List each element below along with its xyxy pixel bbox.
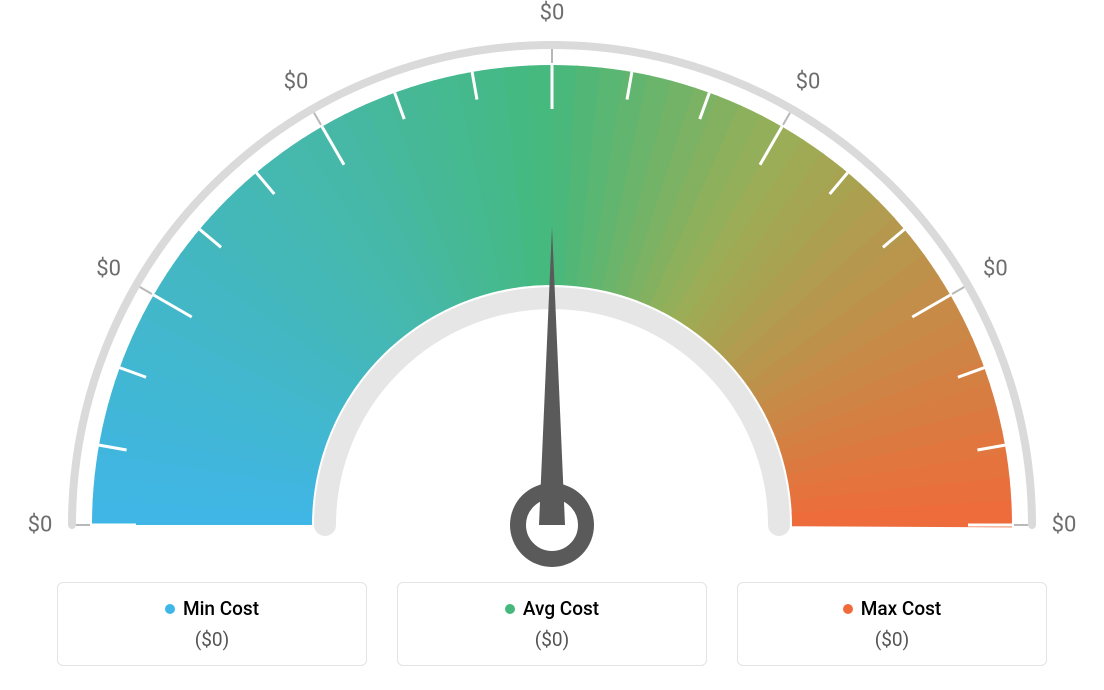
legend-dot-max <box>843 604 853 614</box>
legend-label-min: Min Cost <box>183 597 259 620</box>
legend-label-avg: Avg Cost <box>523 597 599 620</box>
gauge-tick-label: $0 <box>284 69 309 94</box>
legend-row: Min Cost ($0) Avg Cost ($0) Max Cost ($0… <box>0 582 1104 666</box>
gauge-tick-label: $0 <box>96 257 121 282</box>
legend-title-avg: Avg Cost <box>505 597 599 620</box>
legend-value-min: ($0) <box>82 628 342 651</box>
gauge-tick-label: $0 <box>983 257 1008 282</box>
legend-dot-min <box>165 604 175 614</box>
legend-dot-avg <box>505 604 515 614</box>
legend-value-max: ($0) <box>762 628 1022 651</box>
legend-label-max: Max Cost <box>861 597 941 620</box>
gauge-tick-label: $0 <box>28 513 53 538</box>
gauge-svg <box>0 0 1104 580</box>
gauge-tick-label: $0 <box>796 69 821 94</box>
legend-card-min: Min Cost ($0) <box>57 582 367 666</box>
legend-card-avg: Avg Cost ($0) <box>397 582 707 666</box>
gauge-tick-label: $0 <box>1052 513 1077 538</box>
gauge-tick-label: $0 <box>540 1 565 26</box>
legend-title-max: Max Cost <box>843 597 941 620</box>
legend-value-avg: ($0) <box>422 628 682 651</box>
legend-title-min: Min Cost <box>165 597 259 620</box>
cost-gauge: $0 $0 $0 $0 $0 $0 $0 <box>0 0 1104 580</box>
legend-card-max: Max Cost ($0) <box>737 582 1047 666</box>
